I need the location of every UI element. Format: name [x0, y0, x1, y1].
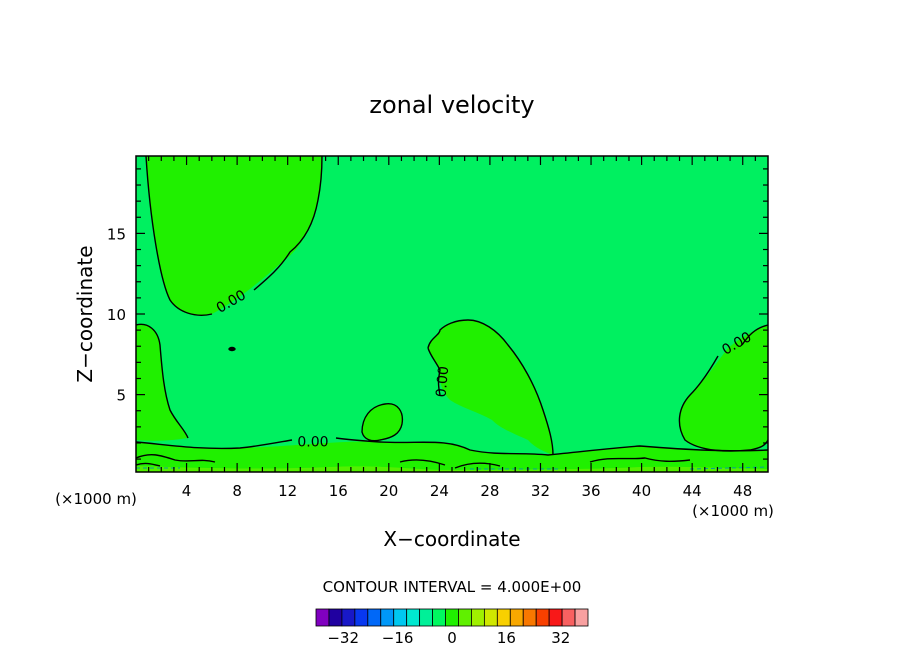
x-tick-label: 8 — [232, 482, 242, 500]
contour-line-surface — [136, 437, 768, 456]
colorbar-tick-label: 32 — [551, 629, 570, 647]
colorbar-swatch — [535, 608, 550, 627]
colorbar-swatch — [561, 608, 576, 627]
contour-interval-text: CONTOUR INTERVAL = 4.000E+00 — [323, 578, 582, 596]
colorbar-tick-label: −32 — [327, 629, 359, 647]
colorbar-swatch — [380, 608, 395, 627]
contour-line-bubble — [361, 403, 404, 442]
surface-thin-band — [136, 466, 768, 472]
contour-label: 0.00 — [297, 434, 328, 450]
colorbar-tick-label: −16 — [382, 629, 414, 647]
x-tick-label: 40 — [632, 482, 651, 500]
y-tick-label: 15 — [107, 225, 126, 243]
x-tick-label: 36 — [581, 482, 600, 500]
colorbar-swatch — [393, 608, 408, 627]
positive-region-left — [136, 324, 188, 441]
y-tick-label: 5 — [116, 387, 126, 405]
x-tick-label: 44 — [683, 482, 702, 500]
colorbar-swatch — [458, 608, 472, 627]
colorbar-swatch — [574, 608, 589, 627]
contour-line-left — [136, 323, 189, 439]
colorbar-swatch — [483, 608, 498, 627]
colorbar-swatch — [406, 608, 421, 627]
x-axis-label: X−coordinate — [383, 527, 520, 551]
x-axis-ticks: 4 8 12 16 20 24 28 32 36 40 44 48 — [148, 156, 756, 500]
contour-line-surface-wiggles — [136, 453, 691, 469]
x-tick-label: 16 — [329, 482, 348, 500]
positive-region-right — [679, 325, 768, 451]
positive-region-upper-left — [146, 156, 322, 316]
colorbar-tick-label: 16 — [497, 629, 516, 647]
colorbar-swatch — [548, 608, 563, 627]
colorbar-swatch — [354, 608, 369, 627]
x-tick-label: 4 — [182, 482, 192, 500]
colorbar-swatch — [367, 608, 382, 627]
contour-label: 0.00 — [434, 366, 453, 398]
x-tick-label: 48 — [733, 482, 752, 500]
colorbar-swatch — [471, 608, 485, 627]
colorbar-swatch — [432, 608, 446, 627]
colorbar: −32 −16 0 16 32 — [315, 608, 589, 647]
x-tick-label: 24 — [430, 482, 449, 500]
contour-line-right — [678, 324, 768, 452]
x-tick-label: 20 — [379, 482, 398, 500]
x-tick-label: 32 — [531, 482, 550, 500]
colorbar-swatch — [509, 608, 524, 627]
chart-title: zonal velocity — [369, 91, 534, 119]
y-tick-label: 10 — [107, 306, 126, 324]
colorbar-tick-label: 0 — [447, 629, 457, 647]
x-unit-right: (×1000 m) — [692, 502, 774, 520]
contour-line-center — [427, 319, 554, 456]
x-tick-label: 28 — [480, 482, 499, 500]
colorbar-swatch — [341, 608, 356, 627]
positive-region-bubble — [362, 403, 403, 441]
colorbar-swatch — [419, 608, 433, 627]
y-axis-label: Z−coordinate — [73, 245, 97, 382]
colorbar-swatch — [445, 608, 459, 627]
x-tick-label: 12 — [278, 482, 297, 500]
small-closed-contour — [228, 346, 236, 352]
contour-label-group: 0.00 — [434, 366, 453, 398]
x-unit-left: (×1000 m) — [55, 490, 137, 508]
contour-line-upper-left — [145, 156, 323, 316]
positive-region-center — [428, 320, 553, 455]
colorbar-swatch — [522, 608, 537, 627]
colorbar-swatch — [496, 608, 511, 627]
colorbar-swatch — [315, 608, 330, 627]
plot-area — [136, 156, 768, 472]
colorbar-swatch — [328, 608, 343, 627]
y-axis-ticks: 5 10 15 — [107, 168, 768, 460]
contour-label-group: 0.00 — [297, 434, 328, 450]
